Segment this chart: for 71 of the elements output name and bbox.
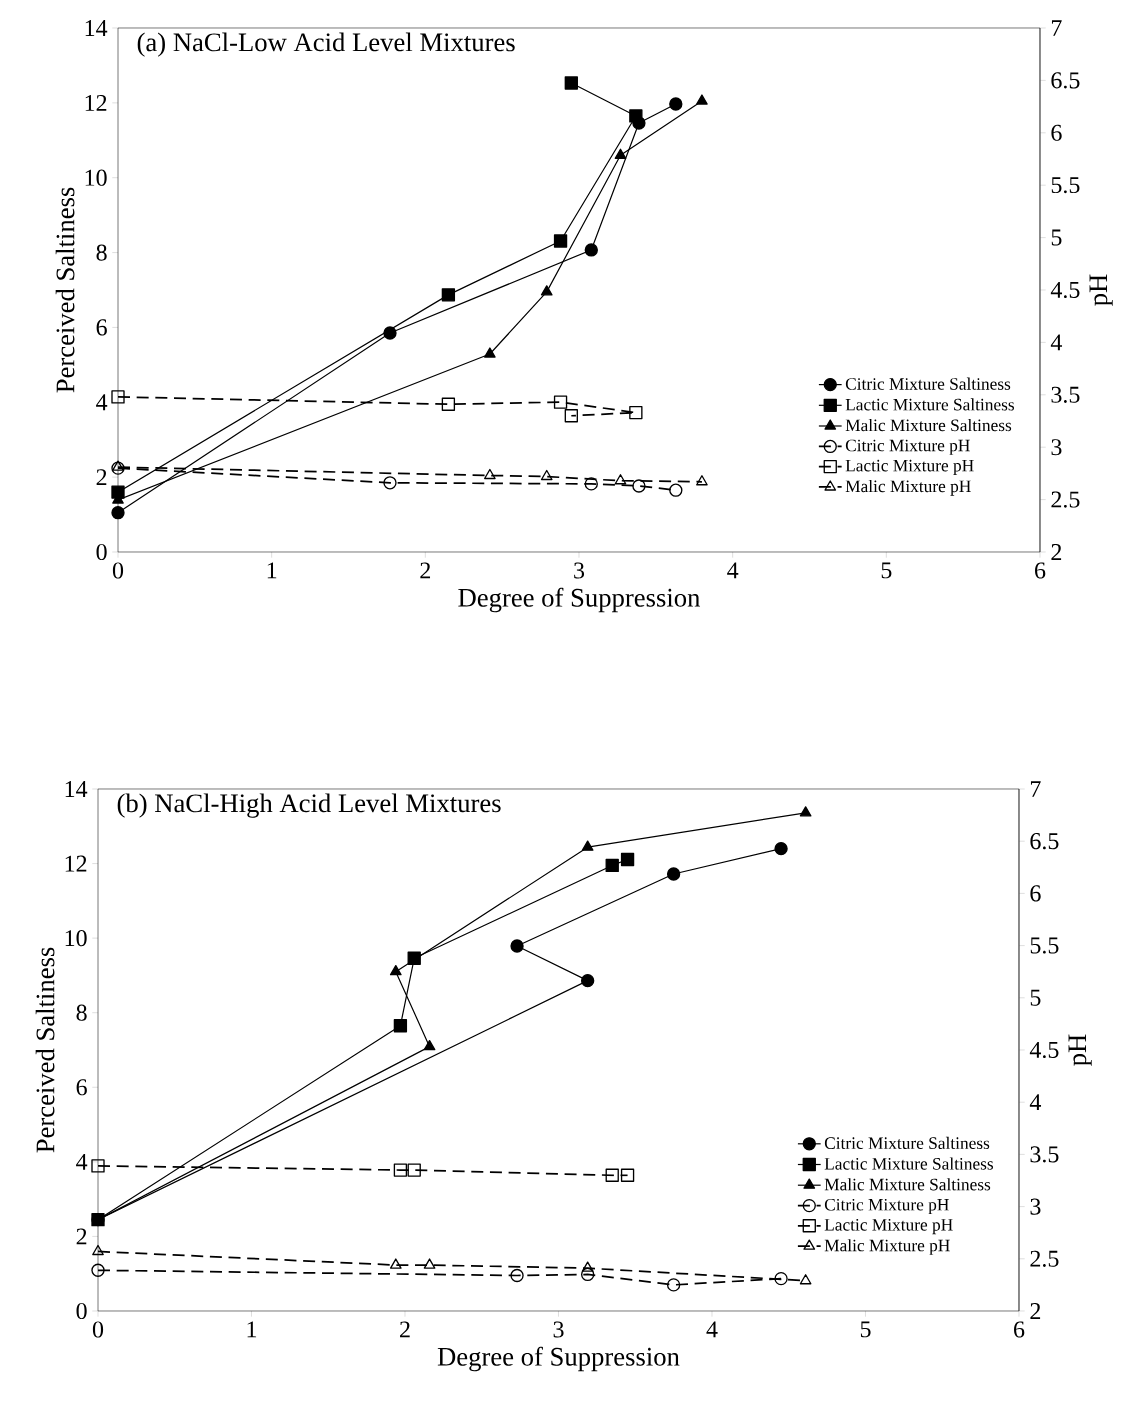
y2-tick-label: 2.5	[1030, 1250, 1059, 1267]
y-tick-label: 6	[96, 319, 107, 336]
y2-tick-label: 2	[1051, 544, 1062, 560]
y-tick-label: 12	[85, 94, 107, 111]
y-tick-label: 8	[76, 1004, 87, 1021]
y2-tick-label: 2	[1030, 1303, 1041, 1319]
y-tick-label: 2	[96, 469, 107, 486]
legend-label: Lactic Mixture Saltiness	[824, 1157, 994, 1170]
x-tick-label: 4	[706, 1321, 718, 1338]
x-tick-label: 5	[860, 1321, 871, 1338]
y-tick-label: 14	[85, 20, 108, 36]
y-tick-label: 10	[85, 169, 107, 186]
y-tick-label: 2	[76, 1228, 87, 1245]
y2-tick-label: 3.5	[1030, 1146, 1059, 1163]
chart-title: (b) NaCl-High Acid Level Mixtures	[117, 793, 501, 818]
y-tick-label: 4	[96, 394, 108, 411]
x-tick-label: 1	[247, 1321, 257, 1338]
y2-tick-label: 3.5	[1051, 386, 1080, 403]
x-axis-title: Degree of Suppression	[437, 1346, 680, 1372]
legend-label: Lactic Mixture pH	[845, 459, 974, 475]
legend-label: Malic Mixture pH	[845, 479, 971, 496]
x-tick-label: 3	[553, 1321, 564, 1338]
y-tick-label: 10	[65, 930, 87, 947]
y2-tick-label: 4	[1029, 1094, 1042, 1111]
legend-label: Citric Mixture pH	[824, 1198, 949, 1215]
y2-tick-label: 5	[1030, 989, 1041, 1006]
x-tick-label: 2	[420, 562, 431, 579]
y-tick-label: 14	[65, 781, 88, 797]
legend-label: Malic Mixture pH	[824, 1239, 950, 1255]
y-tick-label: 8	[96, 244, 107, 261]
y2-tick-label: 6	[1030, 885, 1041, 902]
legend-label: Citric Mixture Saltiness	[845, 377, 1011, 390]
legend-label: Malic Mixture Saltiness	[845, 418, 1012, 432]
y2-tick-label: 6	[1051, 124, 1062, 141]
x-tick-label: 0	[112, 562, 124, 579]
y-axis-title: Perceived Saltiness	[55, 187, 75, 393]
chart-title: (a) NaCl-Low Acid Level Mixtures	[137, 32, 515, 57]
legend-label: Lactic Mixture Saltiness	[845, 398, 1015, 411]
y2-tick-label: 5	[1051, 229, 1062, 246]
x-tick-label: 1	[267, 562, 277, 579]
y2-tick-label: 6.5	[1051, 72, 1080, 89]
x-tick-label: 5	[881, 562, 892, 579]
y-tick-label: 12	[65, 855, 87, 872]
x-tick-label: 4	[727, 562, 739, 579]
y-axis-title: Perceived Saltiness	[35, 947, 55, 1153]
y2-tick-label: 5.5	[1030, 937, 1059, 954]
y2-tick-label: 3	[1051, 439, 1062, 456]
y-tick-label: 6	[76, 1079, 87, 1096]
y2-tick-label: 7	[1030, 781, 1041, 797]
y-tick-label: 4	[76, 1153, 88, 1170]
y2-axis-title: pH	[1068, 1034, 1092, 1066]
legend-label: Citric Mixture pH	[845, 439, 970, 455]
y2-axis-title: pH	[1089, 274, 1113, 306]
y2-tick-label: 2.5	[1051, 491, 1080, 508]
x-tick-label: 2	[400, 1321, 410, 1338]
x-tick-label: 6	[1035, 562, 1046, 579]
x-tick-label: 6	[1014, 1321, 1025, 1338]
x-axis-title: Degree of Suppression	[458, 587, 701, 613]
y2-tick-label: 7	[1051, 20, 1062, 36]
y2-tick-label: 4.5	[1050, 281, 1080, 299]
y-tick-label: 0	[76, 1302, 87, 1320]
y2-tick-label: 4.5	[1029, 1041, 1059, 1059]
y2-tick-label: 5.5	[1051, 177, 1080, 194]
y-tick-label: 0	[96, 543, 107, 561]
legend-label: Lactic Mixture pH	[824, 1219, 953, 1235]
legend-label: Malic Mixture Saltiness	[824, 1178, 991, 1191]
y2-tick-label: 3	[1030, 1198, 1041, 1215]
legend-label: Citric Mixture Saltiness	[824, 1136, 990, 1149]
y2-tick-label: 6.5	[1030, 833, 1059, 850]
x-tick-label: 3	[574, 562, 585, 579]
y2-tick-label: 4	[1050, 334, 1063, 351]
